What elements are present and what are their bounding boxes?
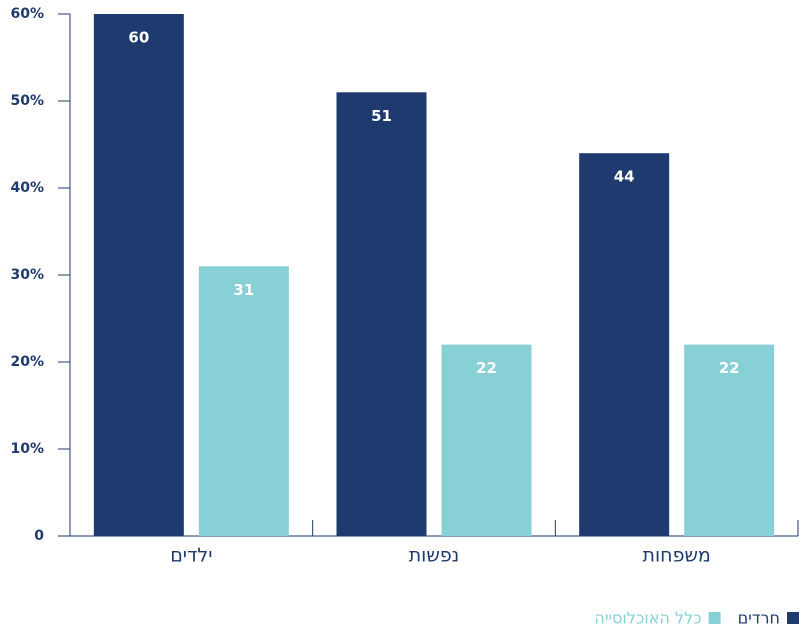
y-tick-label: 40% <box>10 180 44 196</box>
y-tick-label: 30% <box>10 267 44 283</box>
legend-swatch <box>787 612 799 624</box>
legend-swatch <box>709 612 721 624</box>
value-label: 60 <box>128 29 149 47</box>
value-label: 31 <box>233 281 254 299</box>
y-tick-label: 0 <box>34 528 44 544</box>
bar <box>199 266 289 536</box>
bar <box>337 92 427 536</box>
x-tick-label: ילדים <box>170 545 212 567</box>
value-label: 44 <box>614 168 635 186</box>
y-tick-label: 50% <box>10 93 44 109</box>
page: {"chart_data": {"type": "bar", "categori… <box>0 0 802 630</box>
value-label: 51 <box>371 107 392 125</box>
bar <box>94 14 184 536</box>
chart: 0 10% 20% 30% 40% 50% 60% ילדים 60 31 נפשות 51 22 משפ… <box>0 0 802 630</box>
legend-label: כלל האוכלוסייה <box>594 609 701 628</box>
y-tick-label: 20% <box>10 354 44 370</box>
value-label: 22 <box>476 359 497 377</box>
value-label: 22 <box>719 359 740 377</box>
x-tick-label: נפשות <box>409 545 460 567</box>
legend-label: חרדים <box>738 609 780 628</box>
y-tick-label: 60% <box>10 6 44 22</box>
bar <box>579 153 669 536</box>
y-tick-label: 10% <box>10 441 44 457</box>
x-tick-label: משפחות <box>643 545 711 567</box>
